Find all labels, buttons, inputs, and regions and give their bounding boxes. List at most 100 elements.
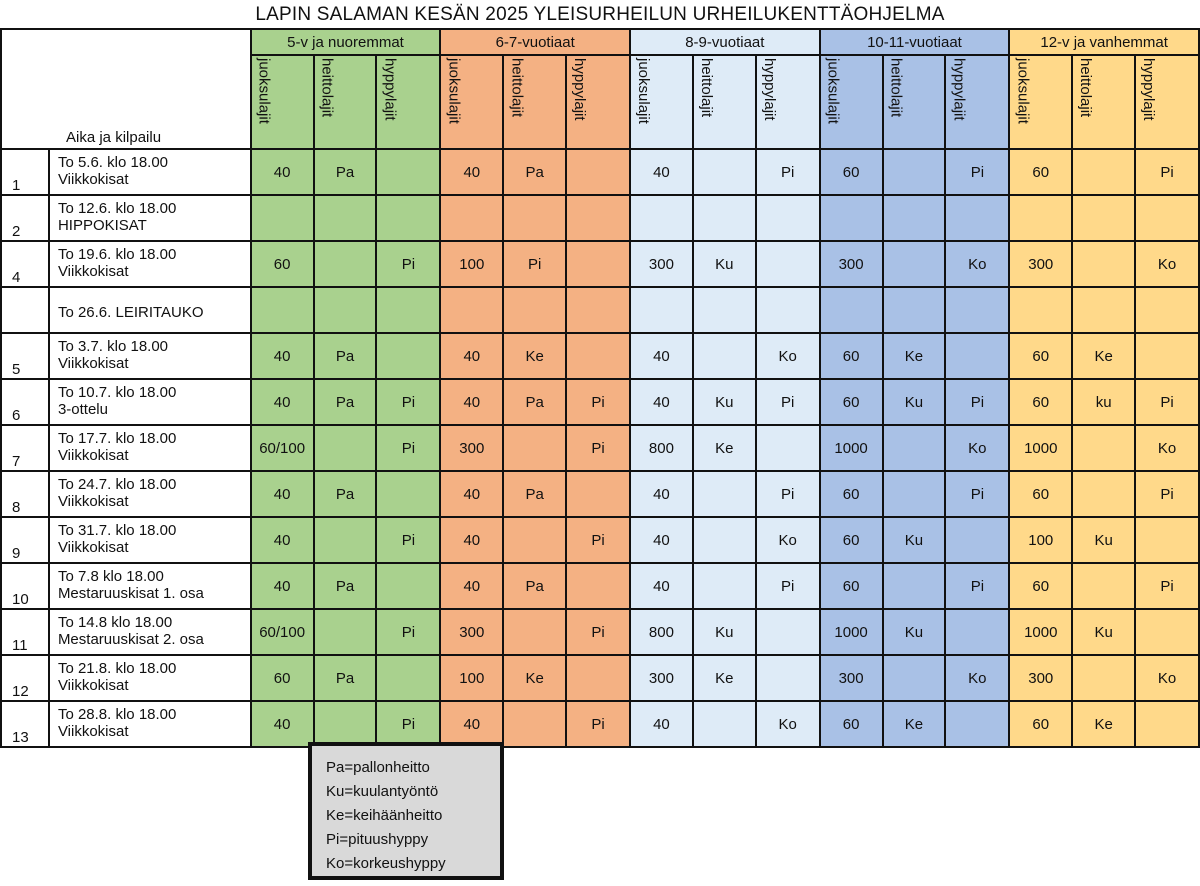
discipline-value: Pa (525, 163, 544, 181)
discipline-cell: 60/100 (249, 608, 315, 656)
event-type-header: juoksulajit (439, 54, 505, 150)
discipline-cell (881, 240, 947, 288)
discipline-cell (502, 608, 568, 656)
discipline-cell (375, 286, 442, 334)
event-date: To 3.7. klo 18.00 (57, 338, 169, 355)
discipline-value: 1000 (1024, 623, 1058, 641)
discipline-cell: Ku (881, 516, 947, 564)
discipline-cell: Ko (1134, 424, 1200, 472)
event-name: 3-ottelu (57, 401, 108, 418)
time-and-event-label: Aika ja kilpailu (66, 129, 162, 146)
discipline-cell (312, 424, 378, 472)
discipline-cell: 60/100 (249, 424, 315, 472)
legend-item: Pa=pallonheitto (326, 759, 430, 776)
discipline-cell (565, 470, 631, 518)
discipline-cell (691, 194, 757, 242)
event-date: To 10.7. klo 18.00 (57, 384, 177, 401)
discipline-cell (691, 700, 757, 748)
discipline-value: Pa (525, 577, 544, 595)
discipline-cell: 300 (629, 654, 694, 702)
discipline-cell (1008, 194, 1074, 242)
discipline-cell: 60 (818, 470, 884, 518)
discipline-value: 300 (838, 669, 864, 687)
discipline-value: Ku (1094, 531, 1113, 549)
discipline-cell: 800 (629, 424, 694, 472)
discipline-cell (375, 194, 442, 242)
event-date: To 17.7. klo 18.00 (57, 430, 177, 447)
discipline-cell: 40 (249, 470, 315, 518)
discipline-value: 300 (459, 623, 485, 641)
discipline-cell: 300 (818, 654, 884, 702)
discipline-value: 100 (459, 255, 485, 273)
schedule-row: 13 To 28.8. klo 18.00 Viikkokisat 40 Pi 40 Pi 4… (0, 700, 1200, 748)
discipline-cell: Pi (502, 240, 568, 288)
event-type-label: heittolajit (887, 58, 905, 118)
discipline-cell: Pi (375, 608, 442, 656)
discipline-value: Ko (968, 669, 987, 687)
event-type-header: hyppylajit (944, 54, 1011, 150)
legend-item: Ko=korkeushyppy (326, 855, 446, 872)
discipline-cell: Ko (754, 332, 821, 380)
discipline-cell (1071, 562, 1137, 610)
event-type-header: hyppylajit (754, 54, 821, 150)
discipline-cell: 300 (629, 240, 694, 288)
discipline-cell: Pi (944, 378, 1011, 426)
event-type-header: heittolajit (312, 54, 378, 150)
discipline-value: Ko (968, 255, 987, 273)
discipline-cell (691, 286, 757, 334)
event-date: To 24.7. klo 18.00 (57, 476, 177, 493)
discipline-value: Ko (1157, 669, 1177, 687)
event-name: Mestaruuskisat 2. osa (57, 631, 204, 648)
discipline-cell: Ko (944, 654, 1011, 702)
discipline-value: 300 (838, 255, 864, 273)
discipline-cell (1071, 240, 1137, 288)
discipline-value: Pa (335, 393, 355, 411)
event-cell: To 17.7. klo 18.00 Viikkokisat (47, 424, 252, 472)
discipline-cell: 40 (439, 562, 505, 610)
discipline-value: ku (1095, 393, 1112, 411)
discipline-cell: Pi (375, 424, 442, 472)
row-number: 12 (0, 654, 50, 702)
discipline-cell: 60 (1008, 470, 1074, 518)
discipline-value: 40 (653, 347, 670, 365)
discipline-cell: 40 (629, 148, 694, 196)
event-type-header: juoksulajit (249, 54, 315, 150)
discipline-cell: Ko (1134, 240, 1200, 288)
discipline-cell (565, 286, 631, 334)
discipline-cell: Ku (1071, 608, 1137, 656)
discipline-cell (754, 194, 821, 242)
discipline-cell: 60 (249, 654, 315, 702)
row-number: 6 (0, 378, 50, 426)
discipline-cell: Pa (312, 148, 378, 196)
discipline-cell: 40 (629, 562, 694, 610)
schedule-row: 12 To 21.8. klo 18.00 Viikkokisat 60 Pa 100 Ke… (0, 654, 1200, 702)
discipline-cell (1134, 608, 1200, 656)
discipline-value: 100 (459, 669, 485, 687)
discipline-value: Ke (904, 715, 924, 733)
discipline-cell (565, 240, 631, 288)
discipline-value: 40 (463, 347, 481, 365)
legend-item: Ke=keihäänheitto (326, 807, 443, 824)
discipline-value: 40 (463, 393, 481, 411)
discipline-value: Pi (781, 393, 795, 411)
discipline-cell (565, 148, 631, 196)
discipline-cell: 60 (249, 240, 315, 288)
row-number: 5 (0, 332, 50, 380)
schedule-row: 4 To 19.6. klo 18.00 Viikkokisat 60 Pi 100 Pi 3… (0, 240, 1200, 288)
event-type-header: juoksulajit (818, 54, 884, 150)
discipline-cell: Pi (565, 424, 631, 472)
discipline-value: Ku (904, 393, 924, 411)
discipline-value: 1000 (834, 439, 868, 457)
event-type-header: heittolajit (881, 54, 947, 150)
discipline-value: Pa (335, 485, 355, 503)
discipline-value: Ke (904, 347, 924, 365)
discipline-value: Pi (528, 255, 542, 273)
discipline-cell: 1000 (818, 424, 884, 472)
discipline-value: 60 (1032, 715, 1050, 733)
discipline-cell: Pi (375, 240, 442, 288)
schedule-row: 11 To 14.8 klo 18.00 Mestaruuskisat 2. osa… (0, 608, 1200, 656)
discipline-cell: Pi (1134, 378, 1200, 426)
discipline-cell (691, 332, 757, 380)
discipline-cell: 40 (439, 470, 505, 518)
discipline-cell (881, 194, 947, 242)
